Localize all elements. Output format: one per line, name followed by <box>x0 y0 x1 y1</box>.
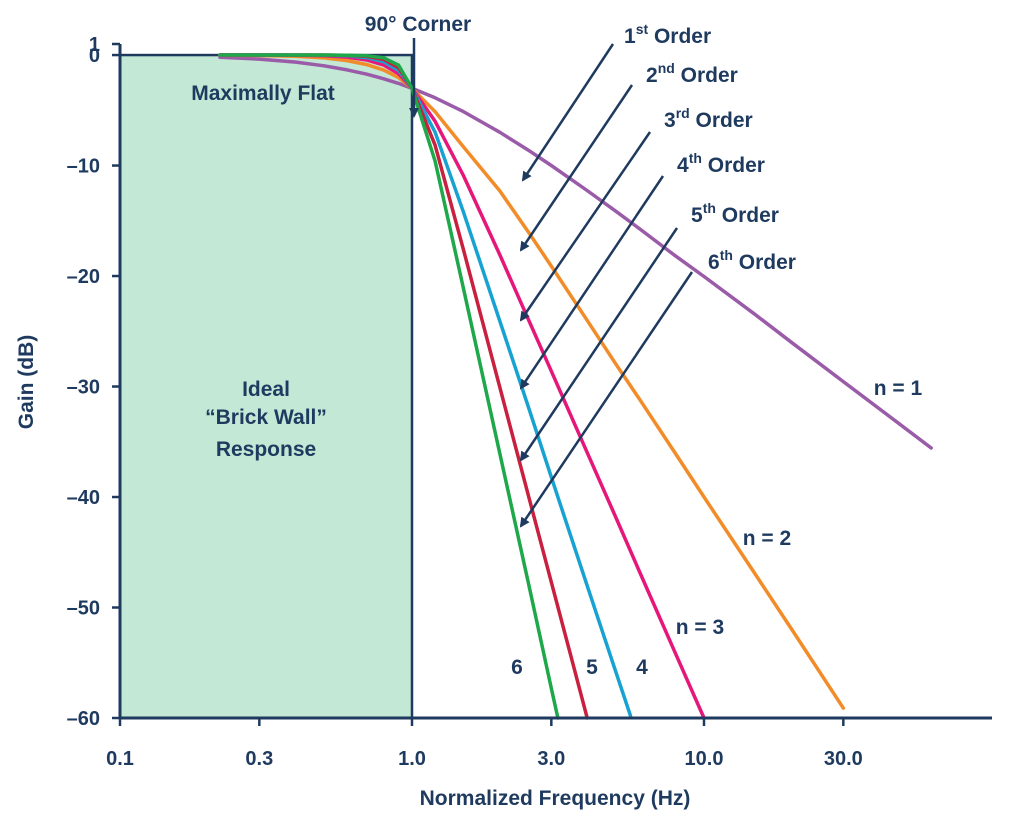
axis-ticks: 10 –10 –20 –30 –40 –50 –60 0.1 0.3 1.0 3.0 10.0 30.0 <box>67 34 863 770</box>
series-line-order-6 <box>218 53 560 720</box>
x-tick-label: 0.1 <box>106 748 134 770</box>
y-tick-label: –20 <box>67 266 100 288</box>
x-tick-label: 30.0 <box>824 748 863 770</box>
x-tick-label: 3.0 <box>537 748 565 770</box>
x-tick-label: 1.0 <box>398 748 426 770</box>
x-axis-title: Normalized Frequency (Hz) <box>420 787 691 810</box>
y-tick-label: –10 <box>67 156 100 178</box>
series-curves <box>218 53 933 720</box>
brick-wall-label-line-2: “Brick Wall” <box>205 406 327 429</box>
curve-labels: n = 1 n = 2 n = 3 4 5 6 <box>511 377 922 679</box>
x-tick-label: 0.3 <box>245 748 273 770</box>
order-label-2: 2nd Order <box>646 60 738 87</box>
order-arrow-3 <box>519 131 652 322</box>
corner-label: 90° Corner <box>365 13 471 36</box>
y-tick-label: –30 <box>67 377 100 399</box>
y-tick-label: 0 <box>89 45 100 67</box>
curve-label-order-6: 6 <box>511 656 523 679</box>
order-arrow-6 <box>519 271 694 528</box>
order-labels: 1st Order 2nd Order 3rd Order 4th Order 5th … <box>624 21 796 274</box>
order-arrow-1 <box>521 43 615 182</box>
order-label-6: 6th Order <box>708 247 796 274</box>
order-label-5: 5th Order <box>691 200 779 227</box>
order-label-4: 4th Order <box>677 150 765 177</box>
curve-label-order-1: n = 1 <box>874 377 923 400</box>
maximally-flat-label: Maximally Flat <box>191 82 335 105</box>
brick-wall-label-line-1: Ideal <box>242 378 290 401</box>
curve-label-order-2: n = 2 <box>743 527 791 550</box>
order-label-3: 3rd Order <box>664 105 753 132</box>
order-label-1: 1st Order <box>624 21 711 48</box>
y-tick-label: –40 <box>67 487 100 509</box>
curve-label-order-4: 4 <box>636 656 648 679</box>
order-arrows <box>519 43 694 528</box>
series-line-order-2 <box>218 53 846 710</box>
curve-label-order-3: n = 3 <box>676 616 724 639</box>
series-line-order-1 <box>218 55 933 450</box>
y-tick-label: 1 <box>89 34 100 56</box>
y-axis-title: Gain (dB) <box>15 335 38 430</box>
order-arrow-2 <box>519 84 634 252</box>
y-tick-label: –60 <box>67 708 100 730</box>
order-arrow-5 <box>519 227 679 462</box>
brick-wall-label-line-3: Response <box>216 438 316 461</box>
order-arrow-4 <box>519 175 665 390</box>
y-tick-label: –50 <box>67 598 100 620</box>
curve-label-order-5: 5 <box>586 656 598 679</box>
x-tick-label: 10.0 <box>685 748 724 770</box>
ideal-brick-wall-region <box>118 53 414 720</box>
